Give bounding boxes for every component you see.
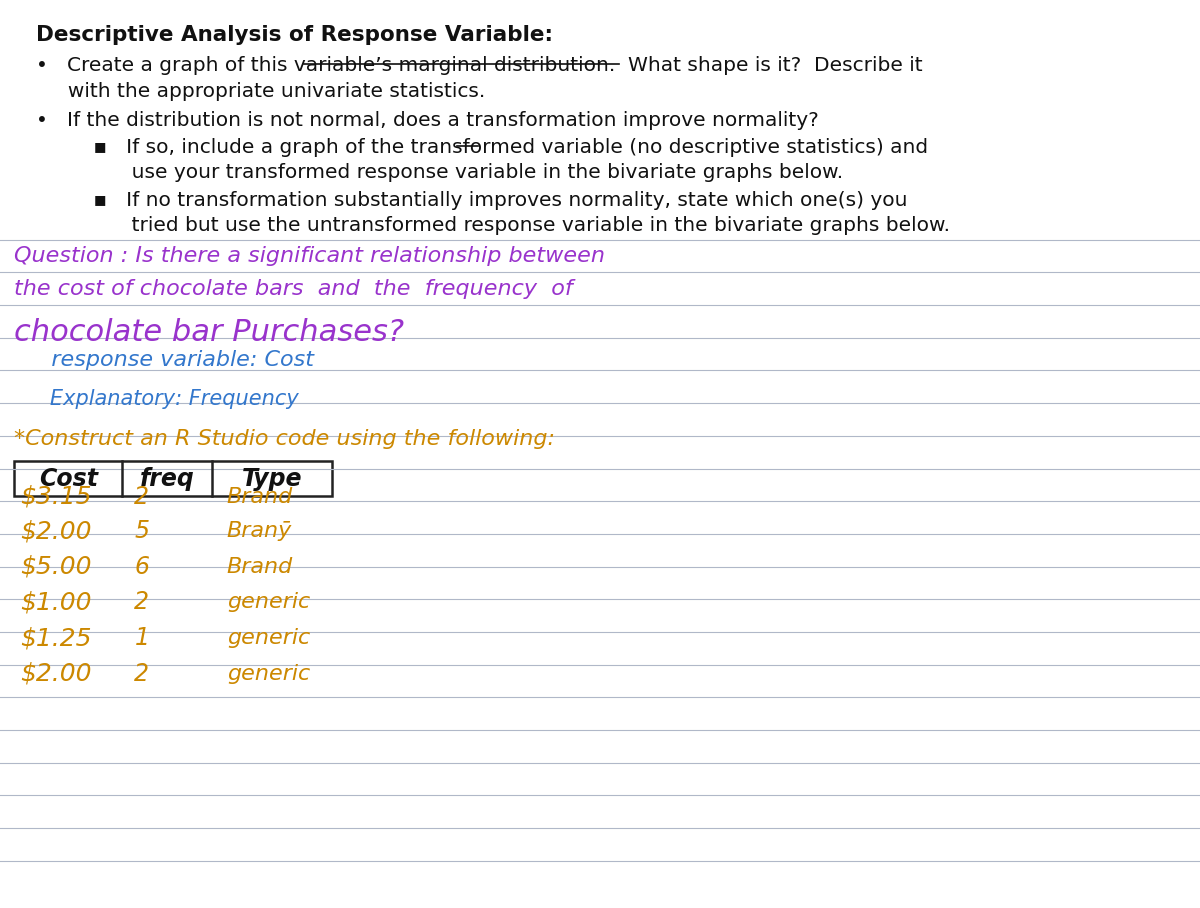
Text: use your transformed response variable in the bivariate graphs below.: use your transformed response variable i… <box>36 163 844 183</box>
Text: 6: 6 <box>134 555 149 578</box>
Text: $2.00: $2.00 <box>20 519 92 543</box>
Text: ▪   If no transformation substantially improves normality, state which one(s) yo: ▪ If no transformation substantially imp… <box>36 191 907 210</box>
Text: response variable: Cost: response variable: Cost <box>30 350 314 370</box>
Text: $1.25: $1.25 <box>20 627 92 650</box>
Text: $2.00: $2.00 <box>20 662 92 686</box>
Text: *Construct an R Studio code using the following:: *Construct an R Studio code using the fo… <box>14 429 556 449</box>
Text: ▪   If so, include a graph of the transformed variable (no descriptive statistic: ▪ If so, include a graph of the transfor… <box>36 138 928 157</box>
Text: 2: 2 <box>134 485 149 508</box>
Text: $1.00: $1.00 <box>20 590 92 614</box>
Text: $3.15: $3.15 <box>20 485 92 508</box>
Text: 2: 2 <box>134 662 149 686</box>
Text: tried but use the untransformed response variable in the bivariate graphs below.: tried but use the untransformed response… <box>36 216 950 235</box>
Text: Question : Is there a significant relationship between: Question : Is there a significant relati… <box>14 246 606 266</box>
Text: generic: generic <box>227 664 310 684</box>
Text: Type: Type <box>242 467 302 490</box>
Text: 2: 2 <box>134 590 149 614</box>
Text: Branȳ: Branȳ <box>227 521 292 541</box>
Text: Cost: Cost <box>38 467 98 490</box>
Text: Explanatory: Frequency: Explanatory: Frequency <box>30 389 299 409</box>
Text: chocolate bar Purchases?: chocolate bar Purchases? <box>14 318 404 347</box>
Text: 5: 5 <box>134 519 149 543</box>
Text: generic: generic <box>227 628 310 648</box>
Text: $5.00: $5.00 <box>20 555 92 578</box>
Text: Descriptive Analysis of Response Variable:: Descriptive Analysis of Response Variabl… <box>36 25 553 45</box>
Text: freq: freq <box>140 467 194 490</box>
Text: Brand: Brand <box>227 487 293 507</box>
Bar <box>14 461 332 496</box>
Text: •   Create a graph of this variable’s marginal distribution.  What shape is it? : • Create a graph of this variable’s marg… <box>36 56 923 75</box>
Text: generic: generic <box>227 592 310 612</box>
Text: 1: 1 <box>134 627 149 650</box>
Text: •   If the distribution is not normal, does a transformation improve normality?: • If the distribution is not normal, doe… <box>36 111 818 130</box>
Text: the cost of chocolate bars  and  the  frequency  of: the cost of chocolate bars and the frequ… <box>14 279 574 299</box>
Text: with the appropriate univariate statistics.: with the appropriate univariate statisti… <box>36 82 485 101</box>
Text: Brand: Brand <box>227 557 293 577</box>
